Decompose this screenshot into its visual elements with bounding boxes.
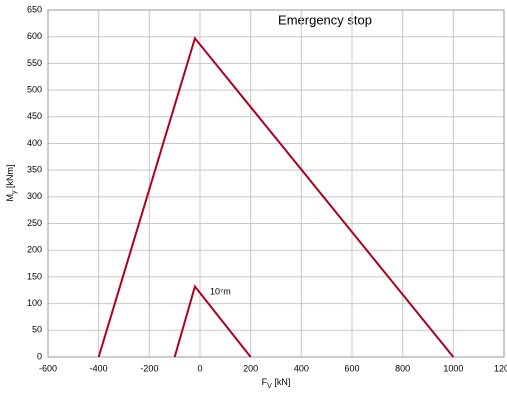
x-tick-label: 800 (395, 363, 410, 373)
y-axis-label: My [kNm] (5, 165, 17, 202)
y-tick-label: 150 (27, 271, 42, 281)
x-label-unit: [kN] (272, 377, 291, 387)
chart-title: Emergency stop (278, 12, 372, 27)
line-series (97, 36, 455, 358)
y-tick-label: 650 (27, 4, 42, 14)
y-label-main: M (5, 194, 15, 202)
y-tick-label: 100 (27, 298, 42, 308)
x-tick-label: -600 (39, 363, 57, 373)
x-label-main: F (262, 377, 268, 387)
x-tick-label: 1200 (494, 363, 507, 373)
y-tick-label: 0 (37, 351, 42, 361)
y-tick-label: 50 (32, 325, 42, 335)
x-axis-label: FV [kN] (262, 377, 291, 389)
y-tick-label: 250 (27, 218, 42, 228)
x-tick-label: 200 (243, 363, 258, 373)
x-tick-label: -200 (140, 363, 158, 373)
y-tick-label: 550 (27, 58, 42, 68)
line-series (173, 284, 252, 358)
y-label-unit: [kNm] (5, 165, 15, 191)
x-label-sub: V (267, 383, 272, 390)
y-tick-label: 200 (27, 245, 42, 255)
y-tick-label: 600 (27, 31, 42, 41)
annotation: 10⁷m (210, 286, 231, 296)
x-tick-label: 600 (344, 363, 359, 373)
plot-frame (47, 9, 505, 358)
y-label-sub: y (11, 190, 18, 194)
y-tick-label: 450 (27, 111, 42, 121)
x-tick-label: 1000 (443, 363, 463, 373)
x-tick-label: 0 (197, 363, 202, 373)
x-tick-label: -400 (90, 363, 108, 373)
y-tick-label: 500 (27, 84, 42, 94)
y-tick-label: 400 (27, 138, 42, 148)
y-tick-label: 350 (27, 165, 42, 175)
y-tick-label: 300 (27, 191, 42, 201)
x-tick-label: 400 (294, 363, 309, 373)
